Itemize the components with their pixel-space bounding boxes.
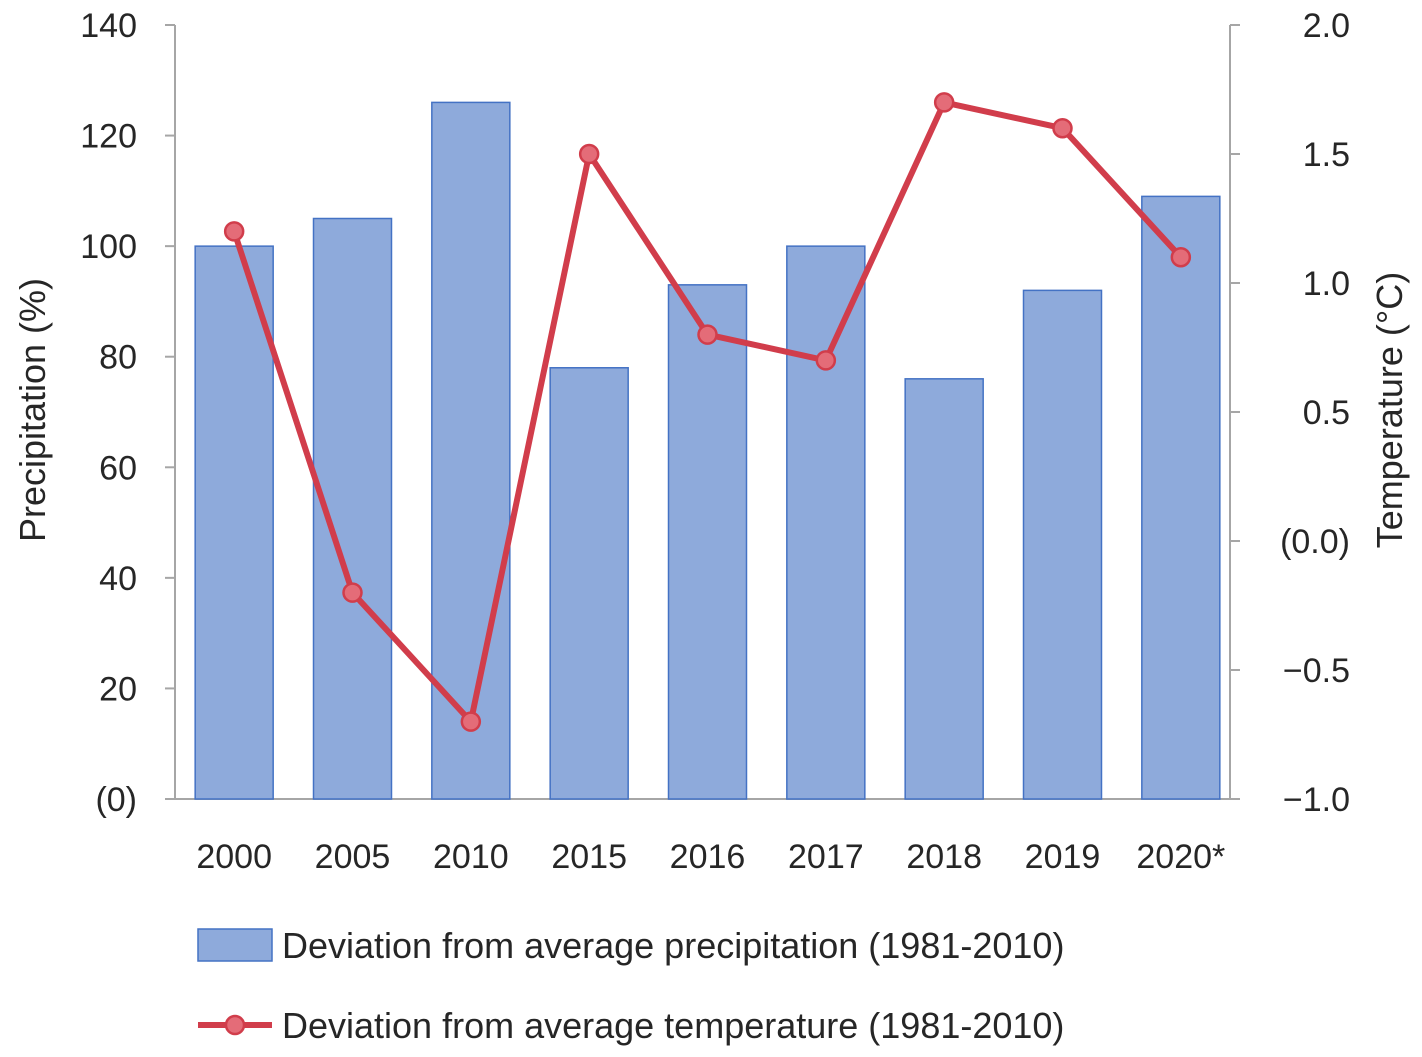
x-tick-label: 2005: [315, 838, 391, 876]
x-tick-label: 2020*: [1136, 838, 1225, 876]
temperature-line-series: [223, 92, 1192, 732]
temperature-point: [223, 221, 245, 242]
legend-line-label: Deviation from average temperature (1981…: [282, 1005, 1064, 1046]
bars: [194, 101, 1221, 800]
right-tick-label: 1.0: [1303, 265, 1350, 303]
precipitation-bar: [549, 367, 629, 800]
left-tick-label: 140: [80, 7, 137, 45]
precipitation-bar: [786, 245, 866, 800]
temperature-point: [342, 582, 363, 603]
x-tick-label: 2018: [906, 838, 982, 876]
precipitation-bar: [1141, 195, 1221, 800]
x-tick-label: 2015: [551, 838, 627, 876]
legend: Deviation from average precipitation (19…: [197, 925, 1064, 1046]
precipitation-bar: [667, 284, 748, 800]
right-tick-label: 1.5: [1303, 136, 1350, 174]
legend-bar-swatch: [197, 928, 273, 962]
temperature-point: [1052, 117, 1073, 139]
left-axis-title: Precipitation (%): [12, 278, 53, 542]
left-tick-label: (0): [95, 781, 137, 819]
right-tick-label: 2.0: [1303, 7, 1350, 45]
temperature-point: [460, 711, 482, 732]
tick-labels: (0) 20 40 60 80 100 120 140 −1.0 −0.5 (0.0) 0.5 1.0 1…: [80, 7, 1350, 876]
right-tick-label: (0.0): [1280, 523, 1350, 561]
right-axis-title: Temperature (°C): [1369, 272, 1410, 548]
right-tick-label: 0.5: [1303, 394, 1350, 432]
x-tick-label: 2019: [1025, 838, 1101, 876]
temperature-point: [815, 350, 837, 371]
temperature-point: [697, 324, 718, 345]
precipitation-bar: [194, 245, 274, 800]
precipitation-bar: [1022, 289, 1103, 800]
temperature-point: [578, 143, 600, 165]
x-tick-label: 2000: [196, 838, 272, 876]
legend-bar-label: Deviation from average precipitation (19…: [282, 925, 1064, 966]
right-tick-label: −1.0: [1283, 781, 1350, 819]
left-tick-label: 40: [99, 560, 137, 598]
x-tick-label: 2010: [433, 838, 509, 876]
left-tick-label: 100: [80, 228, 137, 266]
temperature-point: [1170, 246, 1192, 268]
left-tick-label: 80: [99, 339, 137, 377]
x-tick-label: 2016: [670, 838, 746, 876]
x-tick-label: 2017: [788, 838, 864, 876]
left-tick-label: 60: [99, 449, 137, 487]
temperature-point: [933, 92, 955, 113]
left-tick-label: 20: [99, 670, 137, 708]
left-tick-label: 120: [80, 118, 137, 156]
precipitation-bar: [312, 217, 393, 800]
precipitation-bar: [904, 378, 984, 800]
legend-line-marker: [224, 1014, 246, 1036]
precipitation-bar: [431, 101, 511, 800]
right-tick-label: −0.5: [1283, 652, 1350, 690]
